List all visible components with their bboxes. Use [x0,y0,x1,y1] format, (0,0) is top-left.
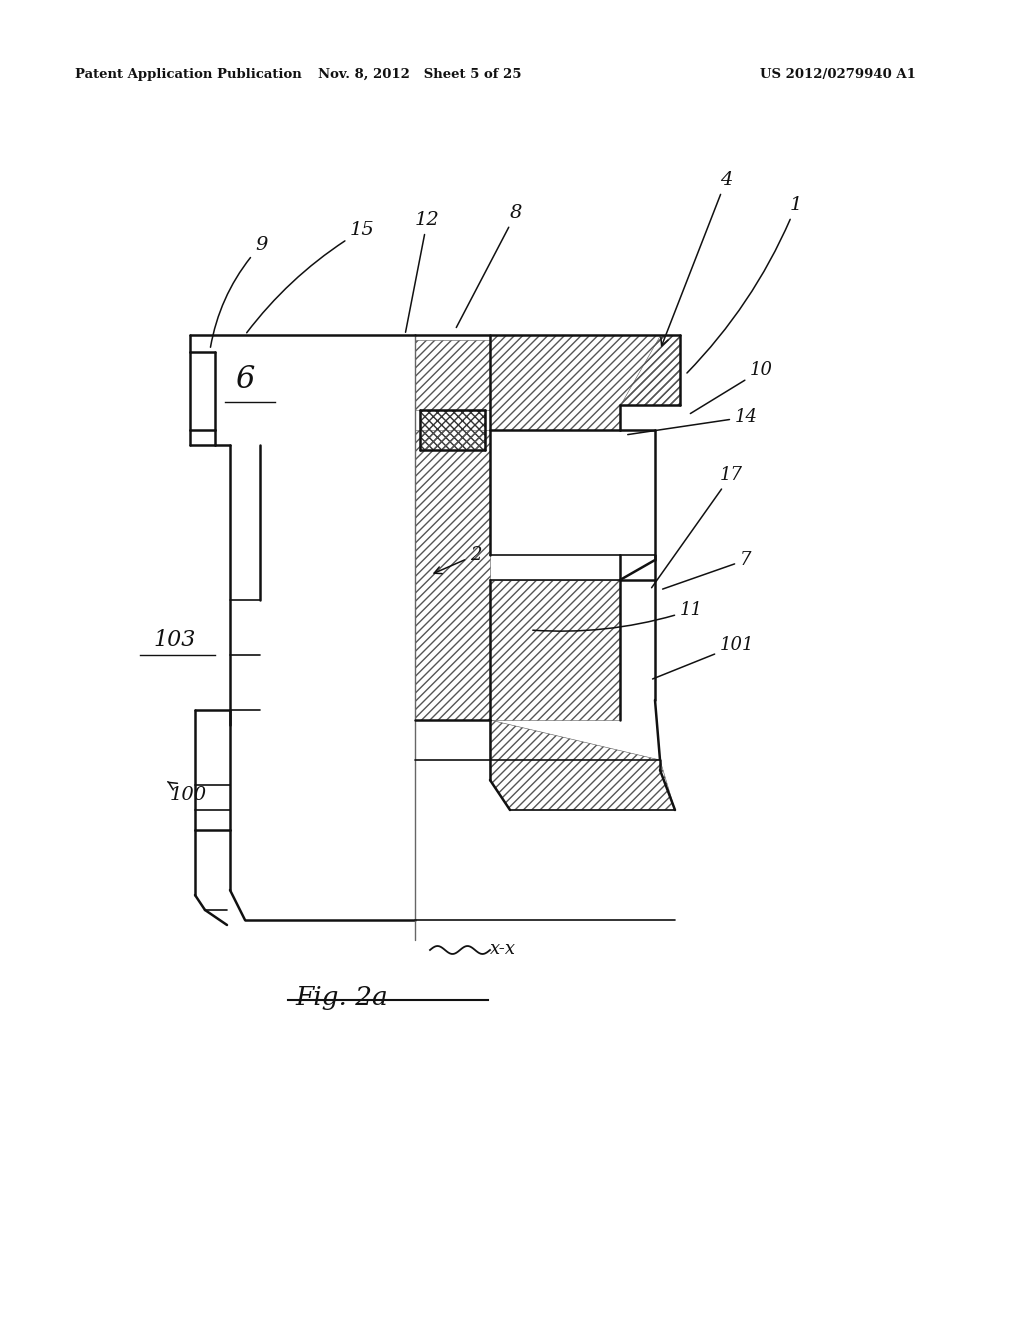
Text: Patent Application Publication: Patent Application Publication [75,69,302,81]
Text: 7: 7 [663,550,752,589]
Text: 4: 4 [660,172,732,346]
Text: Fig. 2a: Fig. 2a [295,985,388,1010]
Text: 12: 12 [406,211,439,333]
Text: Nov. 8, 2012   Sheet 5 of 25: Nov. 8, 2012 Sheet 5 of 25 [318,69,522,81]
Text: 100: 100 [168,781,207,804]
Text: 17: 17 [651,466,743,587]
Text: 103: 103 [154,630,197,651]
Text: 8: 8 [457,205,522,327]
Text: 2: 2 [434,546,481,574]
Text: 10: 10 [690,360,773,413]
Text: 6: 6 [236,364,255,396]
Text: 9: 9 [211,236,267,347]
Text: 15: 15 [247,220,375,333]
Text: x-x: x-x [490,940,516,958]
Text: 1: 1 [687,195,803,374]
Text: US 2012/0279940 A1: US 2012/0279940 A1 [760,69,915,81]
Text: 14: 14 [628,408,758,434]
Text: 101: 101 [652,636,755,678]
Text: 11: 11 [532,601,703,631]
